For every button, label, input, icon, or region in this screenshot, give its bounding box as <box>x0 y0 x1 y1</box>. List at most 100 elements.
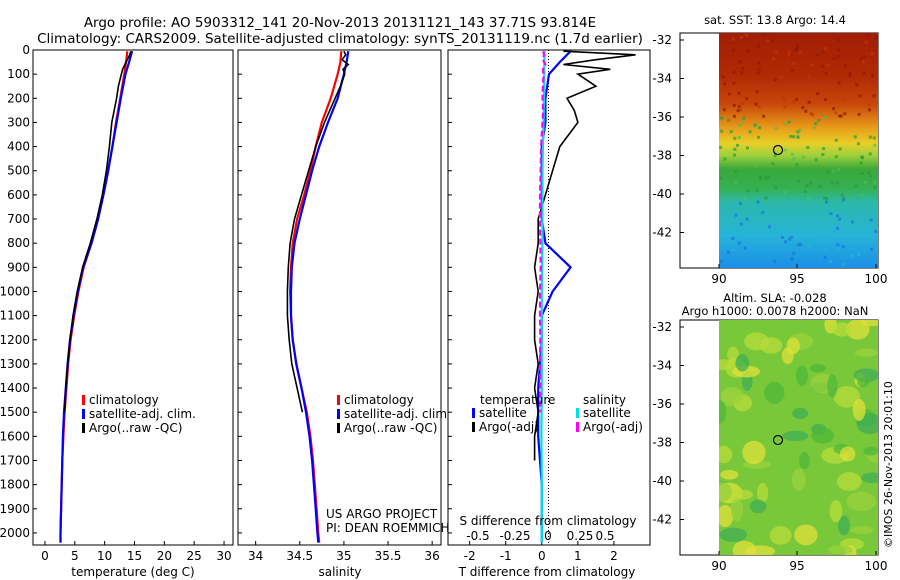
sst-pixel <box>719 176 723 180</box>
sst-pixel <box>802 155 806 159</box>
sst-pixel <box>719 85 723 89</box>
salinity-panel: 34 34.5 35 35.5 36 climatologysatellite-adj. … <box>237 49 451 579</box>
sst-pixel <box>821 153 825 156</box>
series-line <box>537 50 573 543</box>
lat-tick-label: -34 <box>652 72 672 86</box>
salinity-xlabel: salinity <box>318 565 361 579</box>
sla-blob <box>861 472 878 484</box>
salinity-axes <box>237 49 442 546</box>
sst-pixel <box>763 33 767 36</box>
legend-swatch <box>576 408 579 418</box>
sst-pixel <box>824 46 828 50</box>
sst-pixel <box>738 60 742 64</box>
sst-map-ticks: -32 -34 -36 -38 -40 -42 90 95 100 <box>652 33 887 286</box>
sla-map: Altim. SLA: -0.028 Argo h1000: 0.0078 h2… <box>652 291 887 573</box>
sst-pixel <box>734 213 738 217</box>
sst-pixel <box>731 236 735 240</box>
legend-label: satellite-adj. clim. <box>344 407 451 421</box>
y-tick-label: 500 <box>7 164 30 178</box>
sst-pixel <box>859 161 863 165</box>
sla-blob <box>794 524 818 546</box>
sst-pixel <box>734 202 738 206</box>
sst-pixel <box>873 143 877 147</box>
sst-pixel <box>870 248 874 251</box>
sst-pixel <box>783 99 787 102</box>
sst-pixel <box>773 78 777 82</box>
top-x-tick-label: 0 <box>544 529 552 543</box>
sst-texture <box>719 33 878 266</box>
sst-pixel <box>780 228 784 232</box>
sst-pixel <box>796 45 800 49</box>
sst-pixel <box>782 224 785 227</box>
sst-pixel <box>822 196 826 200</box>
salinity-marks: 34 34.5 35 35.5 36 climatologysatellite-adj. … <box>238 49 451 563</box>
sst-pixel <box>731 48 735 52</box>
sst-pixel <box>870 52 874 56</box>
x-tick-label: -1 <box>500 549 512 563</box>
sst-pixel <box>753 123 757 127</box>
y-tick-label: 800 <box>7 236 30 250</box>
sst-pixel <box>862 71 866 75</box>
sst-pixel <box>861 156 864 160</box>
sst-pixel <box>837 55 840 59</box>
x-tick-label: 36 <box>425 549 440 563</box>
sst-pixel <box>834 111 838 115</box>
sst-pixel <box>780 235 784 239</box>
sst-pixel <box>748 130 752 134</box>
lon-tick-label: 90 <box>711 272 726 286</box>
sla-blob <box>719 400 727 423</box>
sla-blob <box>827 545 853 555</box>
sst-pixel <box>826 64 830 67</box>
legend-title-salinity: salinity <box>583 393 626 407</box>
sst-pixel <box>764 176 768 180</box>
sst-pixel <box>719 260 723 263</box>
sst-pixel <box>801 106 805 110</box>
legend-label: climatology <box>344 393 414 407</box>
legend-label: satellite <box>583 406 631 420</box>
sst-pixel <box>787 53 791 57</box>
sst-pixel <box>838 114 842 118</box>
sst-pixel <box>745 33 749 37</box>
sst-map-title: sat. SST: 13.8 Argo: 14.4 <box>704 13 846 27</box>
sst-pixel <box>809 181 813 185</box>
sst-pixel <box>864 180 868 184</box>
sst-pixel <box>746 189 750 193</box>
sst-pixel <box>811 113 815 117</box>
lat-tick-label: -40 <box>652 474 672 488</box>
sst-pixel <box>868 152 872 156</box>
sst-pixel <box>762 114 766 118</box>
sla-blob <box>833 386 861 408</box>
lat-tick-label: -32 <box>652 33 672 47</box>
sst-pixel <box>861 60 865 64</box>
sst-pixel <box>739 36 743 39</box>
x-tick-label: 15 <box>127 549 142 563</box>
sst-pixel <box>755 188 759 192</box>
sst-pixel <box>792 157 796 161</box>
sst-pixel <box>797 179 801 183</box>
sst-pixel <box>758 126 762 130</box>
sst-pixel <box>796 130 800 134</box>
x-tick-label: 1 <box>574 549 582 563</box>
sst-pixel <box>841 263 845 266</box>
sst-pixel <box>756 200 760 204</box>
temperature-marks: 0 5 10 15 20 25 300100200300400500600700800900… <box>0 43 232 563</box>
sst-pixel <box>799 242 803 246</box>
sst-pixel <box>806 146 810 149</box>
sst-pixel <box>774 126 778 130</box>
y-tick-label: 1100 <box>0 309 30 323</box>
difference-panel: -2 -1 0 1 2-0.5 -0.25 0 0.25 0.5satelliteArgo(-a… <box>447 49 651 579</box>
sst-pixel <box>788 237 792 241</box>
legend-label: Argo(..raw -QC) <box>89 421 182 435</box>
sst-pixel <box>872 94 876 98</box>
legend-swatch <box>337 395 340 405</box>
sst-pixel <box>855 83 859 87</box>
sst-pixel <box>759 176 762 180</box>
sst-pixel <box>783 148 787 152</box>
sla-blob <box>742 440 766 465</box>
sst-pixel <box>817 119 821 122</box>
sst-pixel <box>731 37 735 41</box>
sst-pixel <box>755 204 759 208</box>
sst-pixel <box>773 154 777 157</box>
sst-pixel <box>721 216 725 220</box>
sla-blob <box>854 348 878 357</box>
